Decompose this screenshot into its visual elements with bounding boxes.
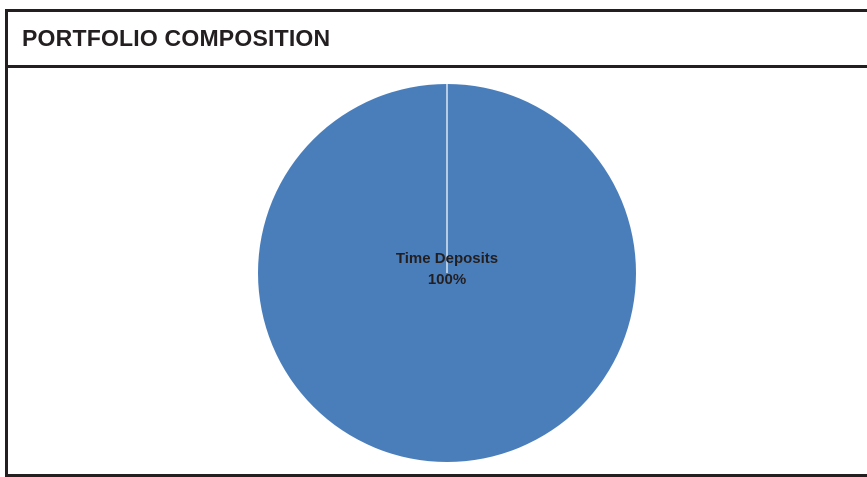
slice-label-category: Time Deposits (396, 250, 498, 267)
portfolio-composition-panel: PORTFOLIO COMPOSITION Time Deposits 100% (5, 9, 867, 477)
pie-chart: Time Deposits 100% (258, 84, 636, 462)
pie-labels: Time Deposits 100% (396, 250, 498, 288)
panel-header: PORTFOLIO COMPOSITION (8, 12, 867, 68)
chart-area: Time Deposits 100% (8, 68, 867, 474)
pie-slices (258, 84, 636, 462)
slice-label-percent: 100% (428, 271, 466, 288)
panel-title: PORTFOLIO COMPOSITION (22, 25, 331, 51)
